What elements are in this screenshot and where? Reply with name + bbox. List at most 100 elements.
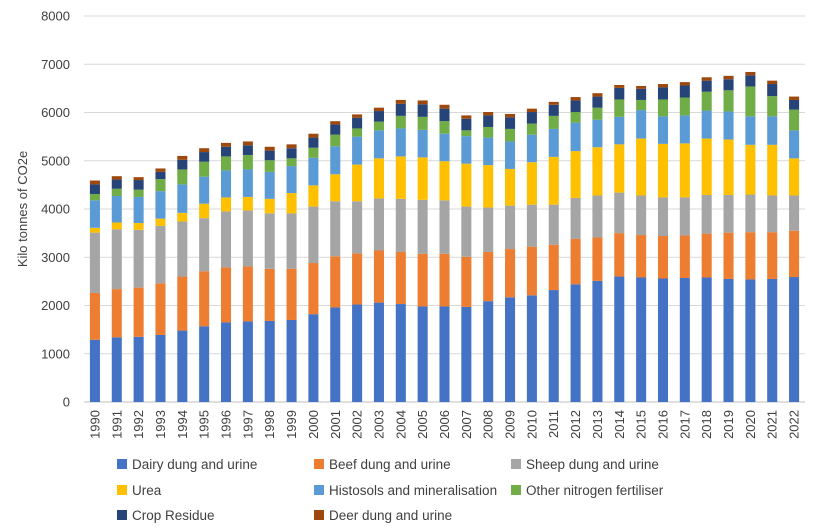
bar-segment-5 [199,161,210,177]
bar-segment-7 [395,99,406,104]
bar-segment-0 [461,306,472,402]
bar-segment-6 [439,108,450,122]
legend-label: Deer dung and urine [329,508,452,523]
bar-segment-1 [220,267,232,323]
bar-segment-2 [592,195,603,238]
bar-segment-5 [395,115,406,129]
bar-segment-3 [789,158,800,196]
bar-segment-0 [395,304,406,402]
y-tick-label: 0 [63,395,70,410]
bar-segment-4 [789,130,800,159]
bar-segment-5 [155,179,166,192]
bar-segment-2 [679,197,690,236]
bar-segment-0 [220,322,232,402]
x-tick-label: 2010 [524,410,539,439]
bar-segment-6 [242,145,253,155]
bar-segment-0 [111,337,122,402]
bar-segment-3 [526,162,537,205]
bar-segment-7 [505,113,516,118]
x-tick-label: 2005 [415,410,430,439]
bar-segment-0 [679,278,690,402]
bar-segment-1 [701,233,712,278]
x-tick-label: 2022 [787,410,802,439]
x-tick-label: 1994 [175,410,190,439]
bar-segment-2 [242,210,253,267]
bar-segment-7 [723,75,734,80]
bar-segment-6 [483,115,494,127]
x-tick-label: 2013 [590,410,605,439]
bar-segment-1 [461,256,472,307]
bar-segment-0 [548,290,559,402]
bar-segment-3 [657,143,669,198]
bar-segment-7 [352,114,363,118]
bar-segment-2 [133,229,144,288]
x-tick-label: 2003 [371,410,386,439]
bar-segment-0 [657,278,669,402]
bar-segment-5 [767,96,778,117]
legend-swatch [314,459,324,469]
bar-segment-2 [395,198,406,252]
legend-label: Sheep dung and urine [526,457,659,472]
bar-segment-0 [89,339,100,402]
bar-segment-6 [417,104,428,117]
bar-segment-2 [111,229,122,290]
bar-segment-3 [767,144,778,196]
bar-segment-7 [548,101,559,105]
bar-segment-2 [767,195,778,233]
bar-segment-6 [330,124,341,135]
bar-segment-7 [679,82,690,86]
bar-segment-1 [155,283,166,335]
bar-segment-1 [199,271,210,327]
bar-segment-5 [177,169,188,185]
bar-segment-4 [679,115,690,144]
legend-label: Urea [132,483,162,498]
bar-segment-7 [133,177,144,181]
bar-segment-6 [395,103,406,116]
bar-segment-0 [614,276,625,402]
bar-segment-5 [264,160,275,172]
bar-segment-2 [264,213,275,269]
x-tick-label: 2011 [546,410,561,438]
bar-segment-0 [483,301,494,402]
bar-segment-7 [592,93,603,97]
bar-segment-7 [264,146,275,151]
bar-segment-3 [395,156,406,199]
bar-segment-2 [701,195,712,234]
bar-segment-6 [155,171,166,180]
bar-segment-5 [570,112,581,123]
bar-segment-4 [199,176,210,204]
bar-segment-0 [155,334,166,402]
bar-segment-1 [592,237,603,281]
bar-segment-1 [133,287,144,337]
bar-segment-0 [286,319,297,402]
bar-segment-2 [177,221,188,277]
bar-segment-1 [373,250,384,303]
x-tick-label: 1992 [131,410,146,439]
bar-segment-7 [373,107,384,112]
bar-segment-7 [330,121,341,125]
bar-segment-1 [89,292,100,340]
bar-segment-4 [592,119,603,148]
legend-label: Crop Residue [132,508,215,523]
legend-label: Other nitrogen fertiliser [526,483,664,498]
bar-segment-0 [439,306,450,402]
bar-segment-1 [395,251,406,305]
bar-segment-5 [242,154,253,170]
bar-segment-3 [133,222,144,230]
x-tick-label: 1995 [197,410,212,439]
bar-segment-7 [570,97,581,101]
bar-segment-7 [199,148,210,153]
bar-segment-3 [242,196,253,211]
bar-segment-6 [264,150,275,161]
bar-segment-6 [286,148,297,159]
bar-segment-7 [242,141,253,146]
bar-segment-6 [199,152,210,162]
x-tick-label: 1991 [109,410,124,439]
bar-segment-7 [111,176,122,180]
x-tick-label: 1996 [219,410,234,439]
bar-segment-5 [89,194,100,201]
bar-segment-2 [745,194,756,233]
bar-segment-5 [548,115,559,129]
bar-segment-7 [177,155,188,160]
legend-label: Histosols and mineralisation [329,483,497,498]
